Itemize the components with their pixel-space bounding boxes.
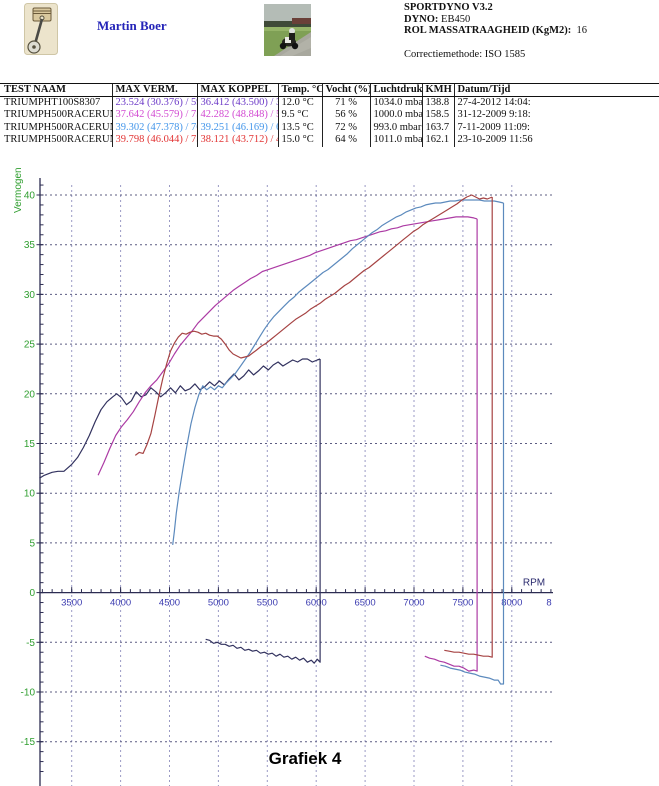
x-tick-label: 7000	[403, 598, 424, 609]
cell-vocht: 71 %	[321, 96, 370, 110]
table-row: TRIUMPHT100S8307 23.524 (30.376) / 591036…	[0, 96, 659, 110]
cell-max-koppel: 42.282 (48.848) / 5278	[196, 109, 278, 122]
cell-luchtdruk: 1034.0 mbar	[369, 96, 422, 110]
cell-max-verm: 23.524 (30.376) / 5910	[111, 96, 197, 110]
curve-run-series-2	[172, 199, 504, 545]
cell-max-koppel: 39.251 (46.169) / 6398	[196, 121, 278, 135]
cell-luchtdruk: 993.0 mbar	[369, 121, 422, 135]
y-tick-label: -5	[26, 638, 35, 649]
x-tick-label: 6000	[306, 598, 327, 609]
y-tick-label: -10	[21, 688, 36, 699]
curve-coast-series-2	[440, 203, 505, 685]
column-header-4: Vocht (%)	[321, 83, 370, 97]
x-tick-label: 4500	[159, 598, 180, 609]
motorcycle-racer-photo	[264, 4, 311, 61]
cell-luchtdruk: 1000.0 mbar	[369, 109, 422, 122]
dyno-info-block: SPORTDYNO V3.2 DYNO: EB450 ROL MASSATRAA…	[404, 2, 587, 60]
x-tick-label-partial: 8	[546, 598, 551, 609]
curve-coast-series-0	[205, 359, 321, 664]
curve-run-series-0	[39, 358, 321, 479]
curve-run-series-1	[97, 216, 478, 476]
column-header-1: MAX VERM.	[111, 83, 197, 97]
cell-max-koppel: 38.121 (43.712) / 4590	[196, 134, 278, 147]
cell-test-name: TRIUMPHT100S8307	[4, 97, 101, 108]
curve-run-series-3	[134, 194, 493, 456]
column-header-6: KMH	[421, 83, 454, 97]
table-row: TRIUMPH500RACERUNIT05239.302 (47.378) / …	[0, 121, 659, 135]
table-row: TRIUMPH500RACERUNIT00539.798 (46.044) / …	[0, 134, 659, 147]
cell-kmh: 163.7	[421, 121, 454, 135]
y-tick-label: 10	[24, 489, 36, 500]
test-results-table: TEST NAAM MAX VERM. MAX KOPPEL Temp. °C Voch…	[0, 83, 659, 147]
app-title: SPORTDYNO V3.2	[404, 2, 493, 13]
cell-max-koppel: 36.412 (43.500) / 3723	[196, 96, 278, 110]
y-tick-label: 0	[29, 588, 35, 599]
y-tick-label: -15	[21, 737, 36, 748]
cell-max-verm: 39.798 (46.044) / 7585	[111, 134, 197, 147]
cell-datum: 7-11-2009 11:09:	[453, 121, 659, 135]
cell-max-verm: 39.302 (47.378) / 7616	[111, 121, 197, 135]
curve-coast-series-1	[424, 218, 478, 672]
cell-kmh: 138.8	[421, 96, 454, 110]
cell-max-verm: 37.642 (45.579) / 7511	[111, 109, 197, 122]
x-axis-title: RPM	[523, 578, 545, 589]
cell-temp: 12.0 °C	[277, 96, 322, 110]
cell-datum: 31-12-2009 9:18:	[453, 109, 659, 122]
column-header-7: Datum/Tijd	[453, 83, 659, 97]
table-header-row: TEST NAAM MAX VERM. MAX KOPPEL Temp. °C Voch…	[0, 83, 659, 97]
y-tick-label: 35	[24, 240, 36, 251]
x-tick-label: 5000	[208, 598, 229, 609]
chart-caption: Grafiek 4	[268, 749, 342, 768]
column-header-3: Temp. °C	[277, 83, 322, 97]
cell-kmh: 158.5	[421, 109, 454, 122]
y-tick-label: 30	[24, 290, 36, 301]
x-tick-label: 8000	[501, 598, 522, 609]
y-tick-label: 40	[24, 191, 36, 202]
curve-coast-series-3	[444, 197, 493, 658]
dyno-line: DYNO: EB450	[404, 13, 471, 25]
cell-test-name: TRIUMPH500RACERUNIT062	[4, 109, 112, 121]
inertia-line: ROL MASSATRAAGHEID (KgM2): 16	[404, 25, 587, 36]
column-header-5: Luchtdruk	[369, 83, 422, 97]
y-tick-label: 15	[24, 439, 36, 450]
x-tick-label: 4000	[110, 598, 131, 609]
y-tick-label: 20	[24, 389, 36, 400]
column-header-0: TEST NAAM	[0, 83, 112, 97]
y-tick-label: 25	[24, 340, 36, 351]
x-tick-label: 5500	[257, 598, 278, 609]
x-tick-label: 3500	[61, 598, 82, 609]
y-tick-label: 5	[29, 538, 35, 549]
x-tick-label: 6500	[355, 598, 376, 609]
cell-kmh: 162.1	[421, 134, 454, 147]
cell-vocht: 56 %	[321, 109, 370, 122]
cell-datum: 23-10-2009 11:56	[453, 134, 659, 147]
cell-datum: 27-4-2012 14:04:	[453, 96, 659, 110]
cell-temp: 13.5 °C	[277, 121, 322, 135]
column-header-2: MAX KOPPEL	[196, 83, 278, 97]
cell-vocht: 64 %	[321, 134, 370, 147]
piston-logo	[24, 3, 58, 60]
table-row: TRIUMPH500RACERUNIT06237.642 (45.579) / …	[0, 109, 659, 122]
cell-temp: 9.5 °C	[277, 109, 322, 122]
correction-method: Correctiemethode: ISO 1585	[404, 48, 526, 60]
cell-test-name: TRIUMPH500RACERUNIT005	[4, 134, 112, 146]
cell-test-name: TRIUMPH500RACERUNIT052	[4, 121, 112, 133]
x-tick-label: 7500	[452, 598, 473, 609]
y-axis-title: Vermogen	[13, 167, 24, 213]
cell-vocht: 72 %	[321, 121, 370, 135]
cell-luchtdruk: 1011.0 mbar	[369, 134, 422, 147]
cell-temp: 15.0 °C	[277, 134, 322, 147]
owner-name: Martin Boer	[97, 18, 167, 33]
